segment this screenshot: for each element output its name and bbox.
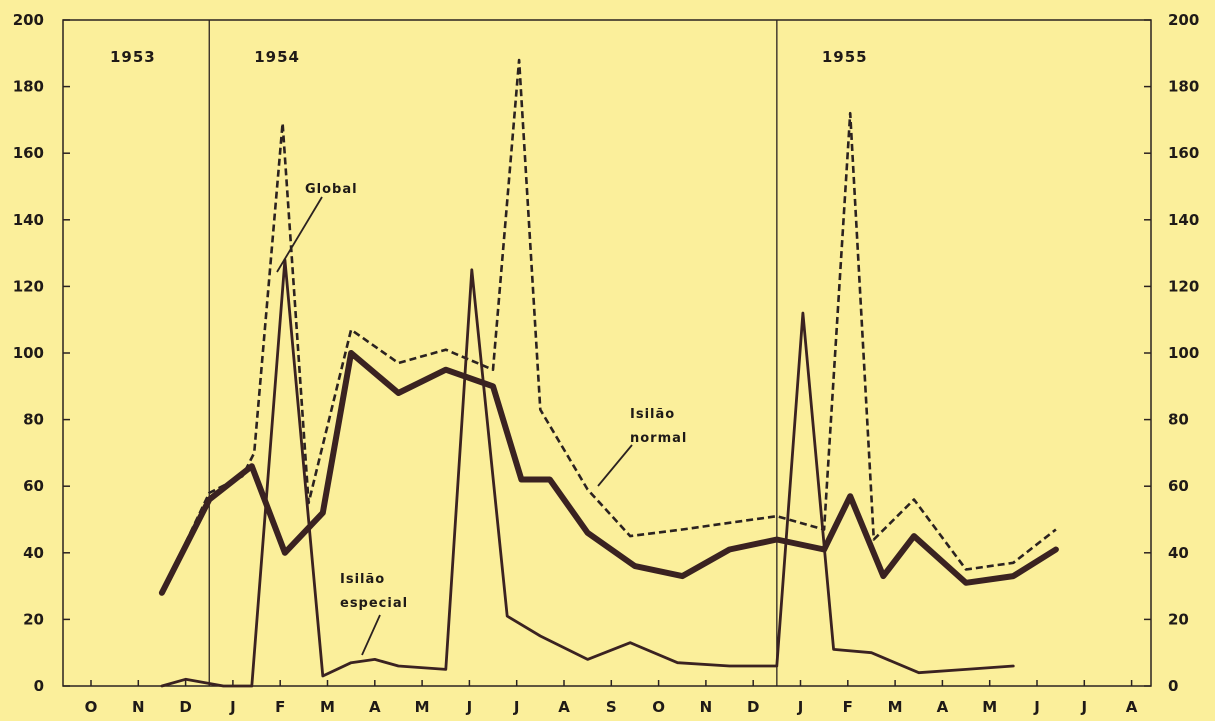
right-y-tick-label: 60 — [1168, 477, 1189, 495]
right-y-tick-label: 140 — [1168, 211, 1199, 229]
x-tick-label: N — [132, 698, 145, 716]
left-y-tick-label: 200 — [13, 11, 44, 29]
x-tick-label: M — [982, 698, 997, 716]
x-tick-label: J — [229, 698, 236, 716]
x-tick-label: D — [179, 698, 191, 716]
left-y-tick-label: 180 — [13, 78, 44, 96]
x-tick-label: A — [369, 698, 381, 716]
x-tick-label: F — [843, 698, 853, 716]
left-y-tick-label: 80 — [23, 411, 44, 429]
series-annotation-label: normal — [630, 431, 687, 446]
annotation-leader-line — [597, 444, 633, 487]
x-tick-label: J — [1081, 698, 1088, 716]
year-label: 1953 — [110, 48, 156, 66]
series-annotation-label: Global — [305, 182, 358, 197]
year-dividers: 1953 1954 1955 — [110, 20, 868, 686]
x-tick-label: O — [652, 698, 665, 716]
x-tick-label: A — [1126, 698, 1138, 716]
x-tick-label: D — [747, 698, 759, 716]
right-y-tick-label: 80 — [1168, 411, 1189, 429]
annotation-leader-line — [361, 614, 381, 656]
left-y-tick-label: 100 — [13, 344, 44, 362]
left-y-tick-label: 60 — [23, 477, 44, 495]
x-tick-label: A — [937, 698, 949, 716]
left-y-tick-label: 40 — [23, 544, 44, 562]
left-y-axis: 0 20 40 60 80 100 120 140 160 180 200 — [13, 11, 70, 695]
x-tick-label: J — [797, 698, 804, 716]
left-y-tick-label: 0 — [34, 677, 44, 695]
x-tick-label: O — [85, 698, 98, 716]
x-tick-label: F — [275, 698, 285, 716]
series-annotation-label: Isilão — [340, 572, 385, 587]
left-y-tick-label: 120 — [13, 277, 44, 295]
x-tick-label: J — [1033, 698, 1040, 716]
annotation-leader-line — [276, 196, 323, 273]
left-y-tick-label: 160 — [13, 144, 44, 162]
x-tick-label: S — [606, 698, 617, 716]
right-y-tick-label: 40 — [1168, 544, 1189, 562]
year-label: 1955 — [822, 48, 868, 66]
x-tick-label: M — [320, 698, 335, 716]
right-y-tick-label: 200 — [1168, 11, 1199, 29]
right-y-tick-label: 20 — [1168, 610, 1189, 628]
x-tick-label: J — [513, 698, 520, 716]
series-annotation-label: Isilão — [630, 407, 675, 422]
year-label: 1954 — [254, 48, 300, 66]
x-tick-label: A — [558, 698, 570, 716]
isilao-especial-series-line — [160, 258, 1015, 688]
left-y-tick-label: 20 — [23, 610, 44, 628]
x-tick-label: M — [888, 698, 903, 716]
right-y-tick-label: 0 — [1168, 677, 1178, 695]
plot-frame — [62, 19, 1152, 687]
series-lines — [158, 58, 1059, 688]
right-y-tick-label: 120 — [1168, 277, 1199, 295]
series-annotations: Global Isilão normal Isilão especial — [276, 182, 687, 656]
right-y-tick-label: 180 — [1168, 78, 1199, 96]
right-y-tick-label: 160 — [1168, 144, 1199, 162]
series-annotation-label: especial — [340, 596, 408, 611]
global-series-line — [160, 58, 1057, 594]
x-tick-label: N — [700, 698, 713, 716]
x-tick-label: M — [415, 698, 430, 716]
right-y-axis: 0 20 40 60 80 100 120 140 160 180 200 — [1144, 11, 1199, 695]
x-tick-label: J — [466, 698, 473, 716]
right-y-tick-label: 100 — [1168, 344, 1199, 362]
left-y-tick-label: 140 — [13, 211, 44, 229]
